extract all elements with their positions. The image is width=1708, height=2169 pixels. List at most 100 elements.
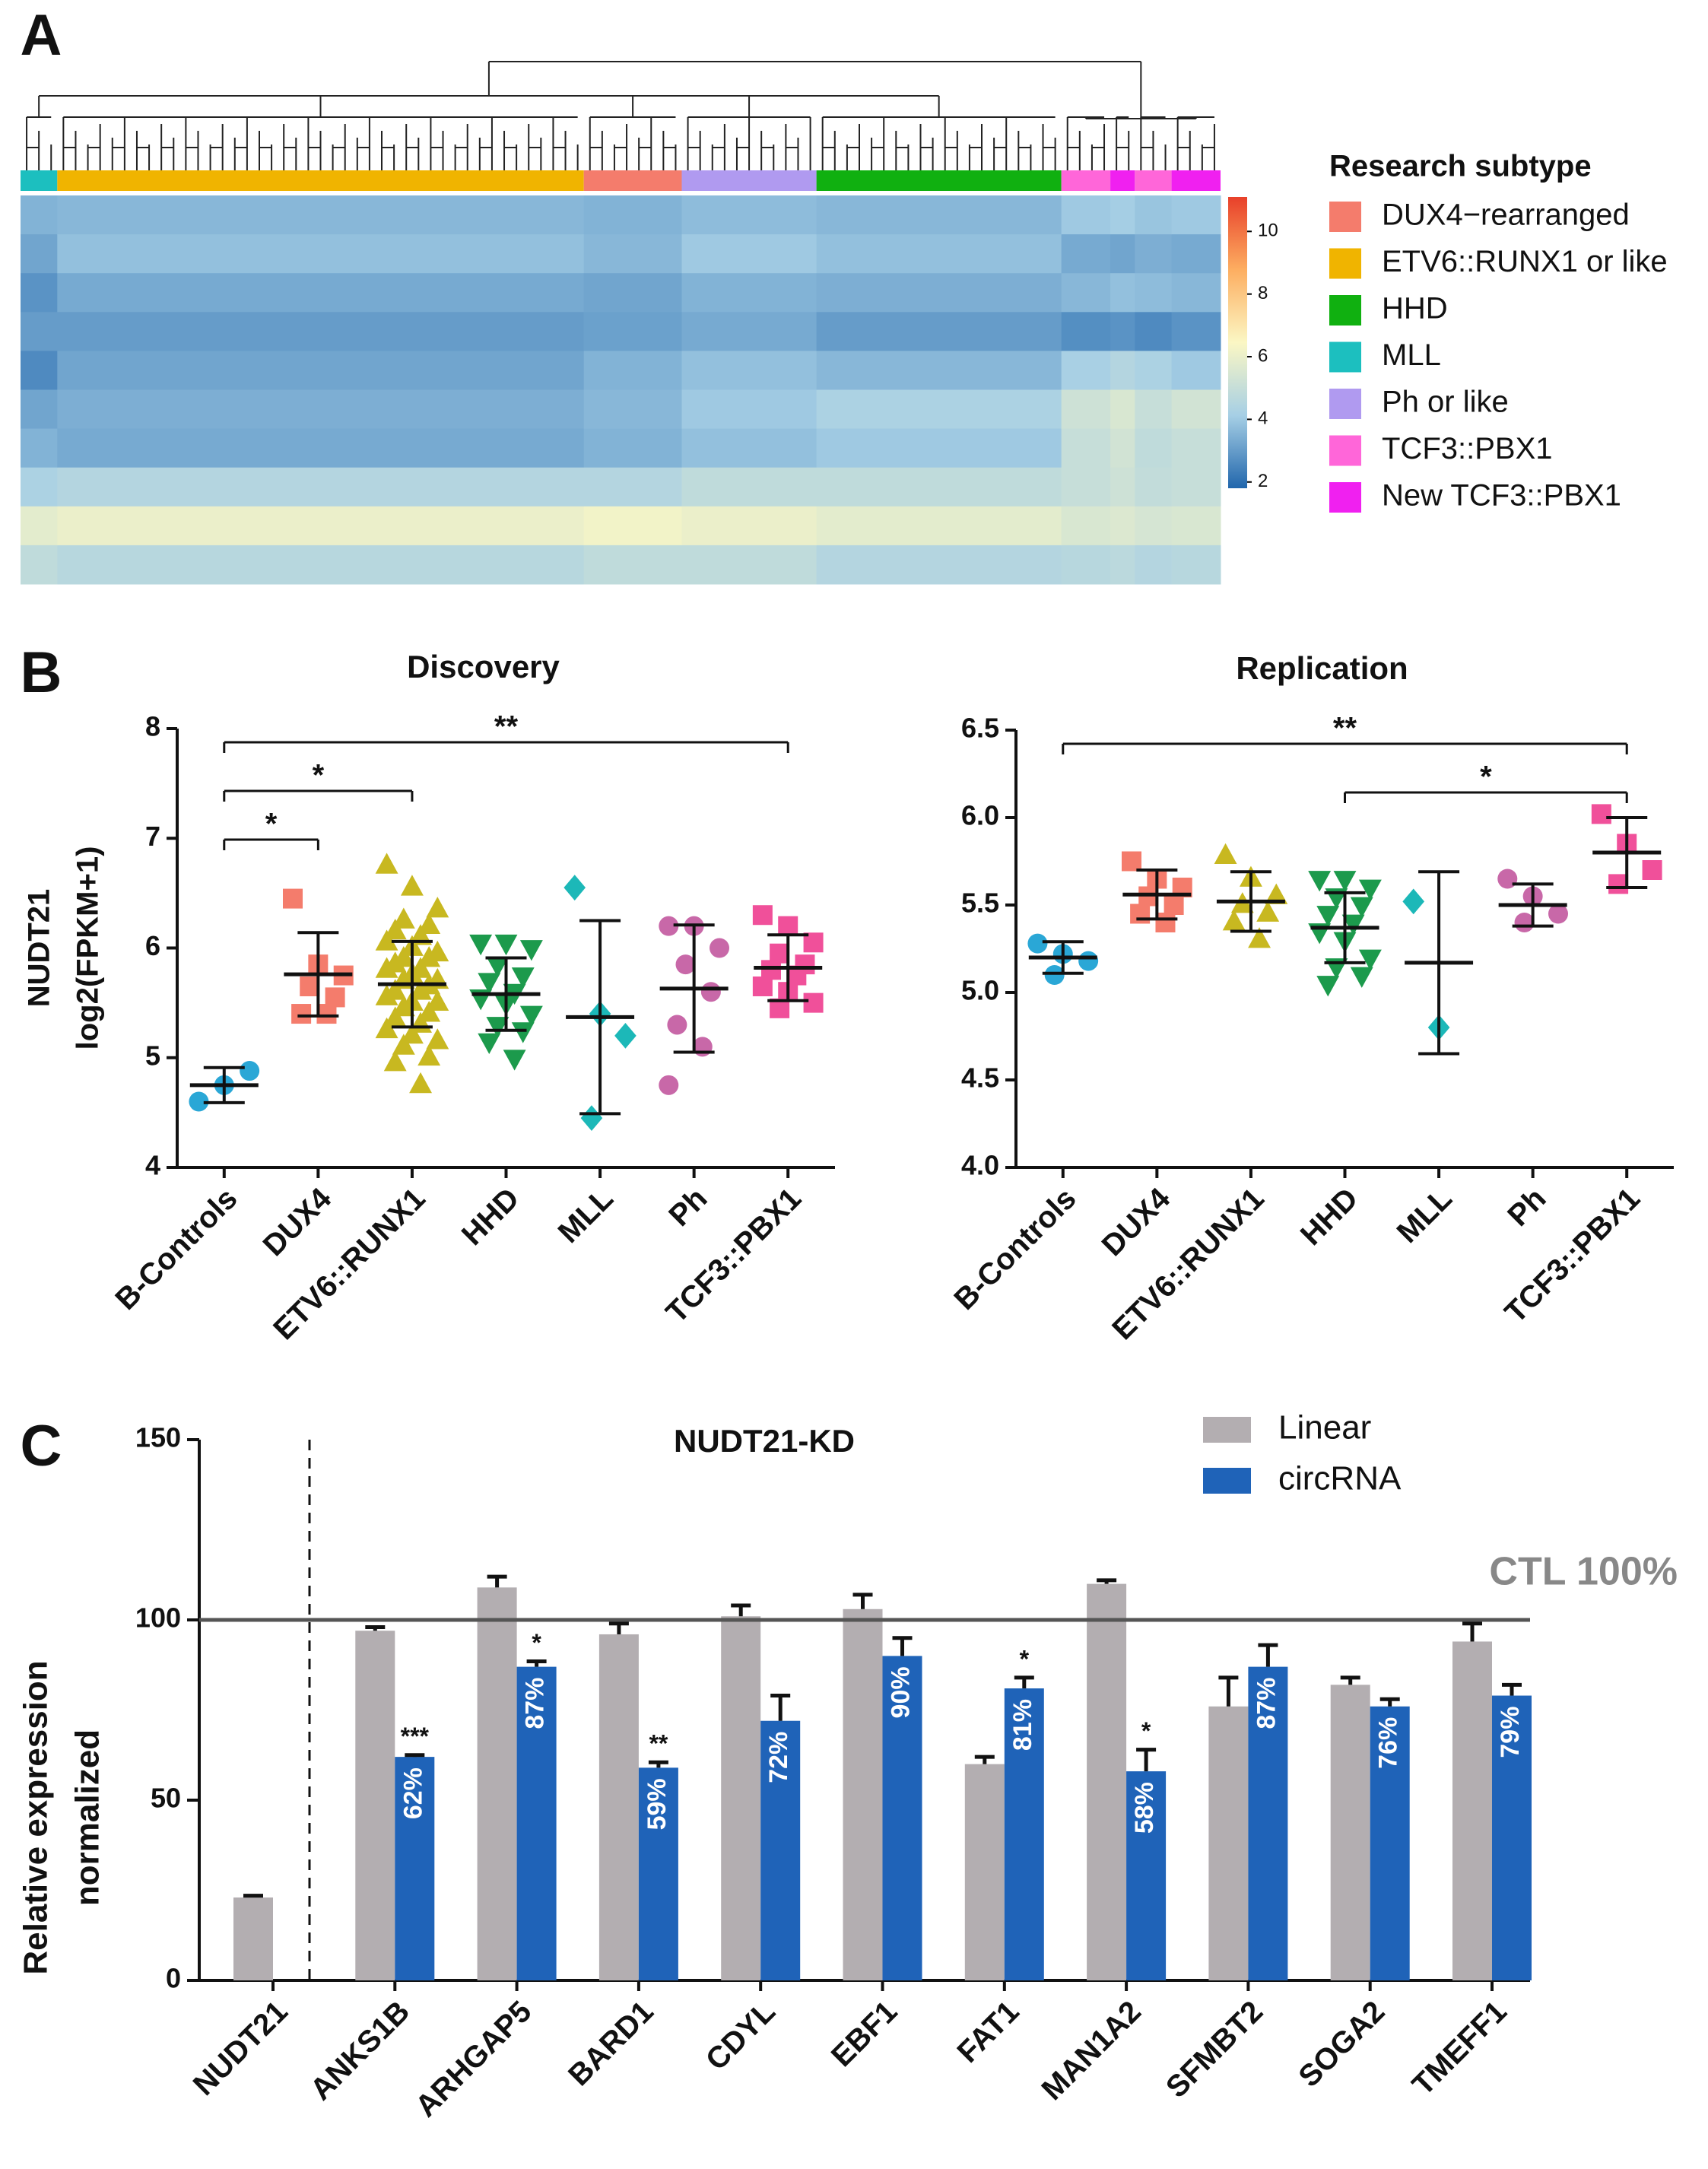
data-point <box>710 938 730 958</box>
heatmap-cell <box>21 195 58 235</box>
data-point <box>1044 965 1065 985</box>
heatmap-cell <box>1171 545 1221 585</box>
data-point <box>375 853 398 874</box>
heatmap-cell <box>21 428 58 468</box>
heatmap-cell <box>1135 351 1173 390</box>
heatmap-cell <box>1061 506 1111 546</box>
value-label: 58% <box>1130 1782 1159 1834</box>
data-point <box>240 1061 260 1081</box>
significance-label: * <box>1141 1717 1151 1745</box>
data-point <box>1548 903 1569 924</box>
heatmap-cell <box>57 195 585 235</box>
data-point <box>400 875 424 896</box>
heatmap-cell <box>1171 351 1221 390</box>
annotation-cell <box>681 170 817 191</box>
annotation-cell <box>1135 170 1172 191</box>
data-point <box>564 875 586 901</box>
chart-title: NUDT21-KD <box>674 1423 855 1459</box>
heatmap-cell <box>583 273 683 313</box>
data-point <box>383 1006 407 1027</box>
significance-label: * <box>265 808 278 841</box>
chart-title: Replication <box>1236 650 1408 686</box>
heatmap-cell <box>21 234 58 274</box>
data-point <box>511 967 535 989</box>
heatmap-cell <box>816 195 1062 235</box>
bar <box>1370 1706 1410 1980</box>
data-point <box>1341 914 1365 935</box>
y-tick-label: 50 <box>151 1783 181 1814</box>
heatmap-cell <box>816 273 1062 313</box>
data-point <box>614 1023 637 1049</box>
heatmap-cell <box>816 467 1062 507</box>
heatmap-cell <box>1135 428 1173 468</box>
data-point <box>1027 933 1048 954</box>
y-axis-label: NUDT21 <box>23 889 56 1008</box>
data-point <box>1402 888 1425 915</box>
heatmap-cell <box>816 506 1062 546</box>
value-label: 76% <box>1374 1717 1403 1769</box>
legend-swatch <box>1329 482 1361 513</box>
y-tick-label: 4 <box>145 1150 160 1181</box>
data-point <box>426 897 449 918</box>
data-point <box>778 916 798 936</box>
data-point <box>282 888 303 909</box>
data-point <box>426 1028 449 1050</box>
value-label: 87% <box>521 1678 550 1729</box>
heatmap-cell <box>1061 351 1111 390</box>
legend-label: New TCF3::PBX1 <box>1382 479 1621 513</box>
heatmap-cell <box>1110 545 1135 585</box>
heatmap-cell <box>681 351 817 390</box>
heatmap-cell <box>1135 545 1173 585</box>
y-tick-label: 7 <box>145 821 160 852</box>
y-tick-label: 4.5 <box>961 1062 999 1094</box>
data-point <box>383 1050 407 1072</box>
heatmap-cell <box>583 351 683 390</box>
legend-swatch <box>1329 341 1361 373</box>
heatmap-cell <box>1061 273 1111 313</box>
data-point <box>486 956 510 978</box>
heatmap-cell <box>681 389 817 430</box>
heatmap-cell <box>57 351 585 390</box>
heatmap-cell <box>57 467 585 507</box>
heatmap-cell <box>1110 467 1135 507</box>
heatmap-cell <box>681 545 817 585</box>
bar <box>1492 1695 1532 1980</box>
y-tick-label: 100 <box>135 1602 181 1634</box>
data-point <box>1078 951 1099 971</box>
y-tick-label: 150 <box>135 1422 181 1453</box>
data-point <box>417 1001 441 1022</box>
heatmap-cell <box>816 351 1062 390</box>
data-point <box>417 913 441 935</box>
data-point <box>1155 913 1176 932</box>
data-point <box>392 995 415 1017</box>
data-point <box>1316 906 1340 927</box>
heatmap-cell <box>816 312 1062 351</box>
heatmap-cell <box>681 273 817 313</box>
data-point <box>417 1044 441 1066</box>
bar <box>516 1666 557 1980</box>
legend-swatch <box>1329 295 1361 326</box>
data-point <box>375 984 398 1005</box>
data-point <box>409 1072 432 1094</box>
heatmap-cell <box>583 195 683 235</box>
annotation-cell <box>1110 170 1135 191</box>
data-point <box>1358 879 1382 900</box>
legend-label: circRNA <box>1278 1460 1402 1497</box>
value-label: 90% <box>886 1666 915 1718</box>
legend-swatch <box>1329 435 1361 466</box>
legend-swatch <box>1203 1417 1251 1443</box>
bar <box>882 1656 922 1980</box>
data-point <box>667 1015 687 1035</box>
annotation-cell <box>1061 170 1111 191</box>
bar <box>1087 1583 1127 1980</box>
value-label: 59% <box>643 1778 671 1830</box>
heatmap-cell <box>1171 467 1221 507</box>
data-point <box>675 954 696 975</box>
data-point <box>1214 843 1237 864</box>
data-point <box>1358 949 1382 970</box>
y-axis-label: Relative expression <box>17 1660 55 1974</box>
data-point <box>1222 910 1246 931</box>
heatmap-cell <box>1061 312 1111 351</box>
legend-label: Ph or like <box>1382 386 1509 419</box>
bar <box>355 1631 395 1980</box>
